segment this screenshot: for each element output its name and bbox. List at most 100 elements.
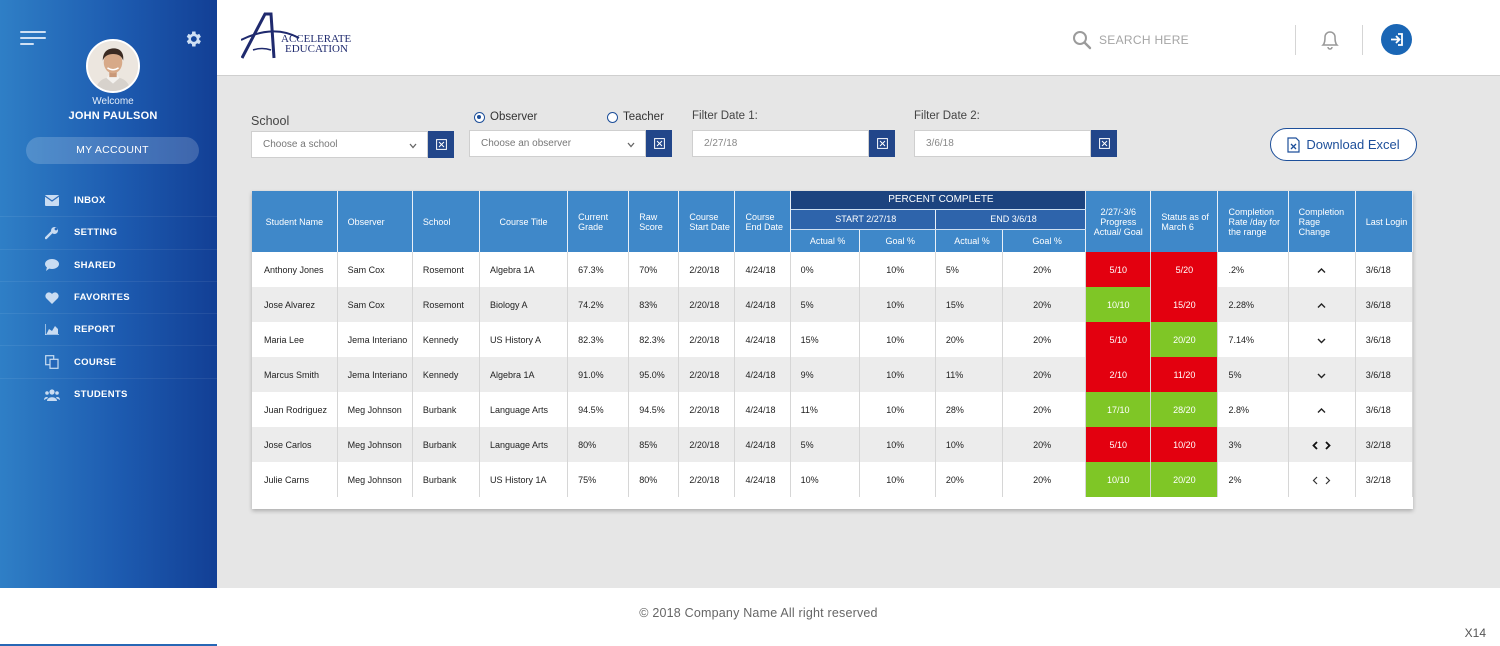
table-row[interactable]: Maria Lee Jema Interiano Kennedy US History… xyxy=(252,322,1414,357)
school-clear-button[interactable] xyxy=(428,131,454,158)
col-header-student[interactable]: Student Name xyxy=(252,191,338,252)
col-header-observer[interactable]: Observer xyxy=(337,191,413,252)
search-input[interactable] xyxy=(1099,31,1269,49)
cell-start: 2/20/18 xyxy=(678,287,736,322)
cell-student: Anthony Jones xyxy=(252,252,338,287)
observer-clear-button[interactable] xyxy=(646,130,672,157)
col-header-start[interactable]: Course Start Date xyxy=(678,191,736,252)
sidebar-item-report[interactable]: REPORT xyxy=(0,314,217,347)
table-row[interactable]: Jose Carlos Meg Johnson Burbank Language Ar… xyxy=(252,427,1414,462)
cell-raw: 70% xyxy=(628,252,680,287)
cell-s-goal: 10% xyxy=(859,427,936,462)
table-row[interactable]: Marcus Smith Jema Interiano Kennedy Algebra… xyxy=(252,357,1414,392)
search-icon[interactable] xyxy=(1072,30,1092,50)
logout-button[interactable] xyxy=(1381,24,1412,55)
download-excel-button[interactable]: Download Excel xyxy=(1270,128,1417,161)
sidebar-item-shared[interactable]: SHARED xyxy=(0,250,217,282)
cell-s-actual: 10% xyxy=(790,462,860,497)
teacher-radio[interactable]: Teacher xyxy=(607,111,664,123)
cell-grade: 82.3% xyxy=(567,322,630,357)
cell-school: Kennedy xyxy=(412,322,480,357)
col-header-end-actual[interactable]: Actual % xyxy=(935,229,1004,252)
footer: © 2018 Company Name All right reserved X… xyxy=(0,588,1500,646)
cell-start: 2/20/18 xyxy=(678,252,736,287)
sidebar-item-students[interactable]: STUDENTS xyxy=(0,379,217,411)
copy-icon xyxy=(44,355,60,370)
chevron-right-icon xyxy=(1325,476,1331,484)
col-header-progress[interactable]: 2/27/-3/6 Progress Actual/ Goal xyxy=(1085,191,1152,252)
cell-progress: 17/10 xyxy=(1085,392,1152,427)
accelerate-education-logo[interactable]: ACCELERATE EDUCATION xyxy=(241,10,359,62)
table-row[interactable]: Juan Rodriguez Meg Johnson Burbank Language… xyxy=(252,392,1414,427)
col-header-start-goal[interactable]: Goal % xyxy=(859,229,936,252)
sidebar-item-setting[interactable]: SETTING xyxy=(0,217,217,250)
cell-e-goal: 20% xyxy=(1002,287,1087,322)
cell-grade: 94.5% xyxy=(567,392,630,427)
col-header-school[interactable]: School xyxy=(412,191,480,252)
cell-observer: Sam Cox xyxy=(337,252,413,287)
cell-end: 4/24/18 xyxy=(734,287,791,322)
clear-x-icon xyxy=(435,139,447,150)
sidebar-item-course[interactable]: COURSE xyxy=(0,346,217,379)
cell-start: 2/20/18 xyxy=(678,392,736,427)
cell-grade: 75% xyxy=(567,462,630,497)
school-select[interactable]: Choose a school xyxy=(251,131,428,158)
my-account-button[interactable]: MY ACCOUNT xyxy=(26,137,199,164)
cell-raw: 83% xyxy=(628,287,680,322)
cell-status: 15/20 xyxy=(1150,287,1219,322)
cell-course: US History 1A xyxy=(479,462,569,497)
table-row[interactable]: Jose Alvarez Sam Cox Rosemont Biology A 74.2… xyxy=(252,287,1414,322)
cell-school: Rosemont xyxy=(412,252,480,287)
filter-date1-input[interactable] xyxy=(692,130,869,157)
cell-change-indicator xyxy=(1288,462,1356,497)
cell-student: Marcus Smith xyxy=(252,357,338,392)
cell-s-goal: 10% xyxy=(859,357,936,392)
col-header-end-goal[interactable]: Goal % xyxy=(1002,229,1087,252)
cell-login: 3/6/18 xyxy=(1355,357,1414,392)
filter-date2-input[interactable] xyxy=(914,130,1091,157)
col-header-status[interactable]: Status as of March 6 xyxy=(1150,191,1219,252)
cell-observer: Meg Johnson xyxy=(337,462,413,497)
table-row[interactable]: Julie Carns Meg Johnson Burbank US History … xyxy=(252,462,1414,497)
cell-rate: .2% xyxy=(1217,252,1289,287)
sidebar: Welcome JOHN PAULSON MY ACCOUNT INBOX SE… xyxy=(0,0,217,588)
cell-end: 4/24/18 xyxy=(734,252,791,287)
cell-start: 2/20/18 xyxy=(678,427,736,462)
col-header-rate[interactable]: Completion Rate /day for the range xyxy=(1217,191,1289,252)
cell-student: Jose Carlos xyxy=(252,427,338,462)
cell-raw: 80% xyxy=(628,462,680,497)
col-header-login[interactable]: Last Login xyxy=(1355,191,1414,252)
avatar[interactable] xyxy=(86,39,140,93)
hamburger-menu-icon[interactable] xyxy=(20,31,46,45)
col-header-grade[interactable]: Current Grade xyxy=(567,191,630,252)
col-header-end[interactable]: Course End Date xyxy=(734,191,791,252)
chat-bubble-icon xyxy=(44,258,60,272)
date1-clear-button[interactable] xyxy=(869,130,895,157)
cell-observer: Jema Interiano xyxy=(337,322,413,357)
cell-status: 20/20 xyxy=(1150,462,1219,497)
col-header-course[interactable]: Course Title xyxy=(479,191,569,252)
observer-select[interactable]: Choose an observer xyxy=(469,130,646,157)
observer-radio[interactable]: Observer xyxy=(474,111,537,123)
cell-rate: 5% xyxy=(1217,357,1289,392)
chevron-down-icon xyxy=(409,143,417,149)
col-header-start-actual[interactable]: Actual % xyxy=(790,229,860,252)
col-header-change[interactable]: Completion Rage Change xyxy=(1288,191,1356,252)
cell-e-goal: 20% xyxy=(1002,462,1087,497)
gear-icon[interactable] xyxy=(183,29,203,49)
table-row[interactable]: Anthony Jones Sam Cox Rosemont Algebra 1A 67… xyxy=(252,252,1414,287)
cell-end: 4/24/18 xyxy=(734,322,791,357)
col-header-raw[interactable]: Raw Score xyxy=(628,191,680,252)
wrench-icon xyxy=(44,226,60,240)
cell-observer: Sam Cox xyxy=(337,287,413,322)
sidebar-item-inbox[interactable]: INBOX xyxy=(0,185,217,218)
bell-icon[interactable] xyxy=(1320,29,1340,51)
cell-rate: 2.8% xyxy=(1217,392,1289,427)
cell-course: Algebra 1A xyxy=(479,357,569,392)
cell-progress: 5/10 xyxy=(1085,252,1152,287)
cell-school: Burbank xyxy=(412,392,480,427)
sidebar-item-favorites[interactable]: FAVORITES xyxy=(0,282,217,315)
cell-end: 4/24/18 xyxy=(734,357,791,392)
date2-clear-button[interactable] xyxy=(1091,130,1117,157)
top-header: ACCELERATE EDUCATION xyxy=(217,0,1500,76)
